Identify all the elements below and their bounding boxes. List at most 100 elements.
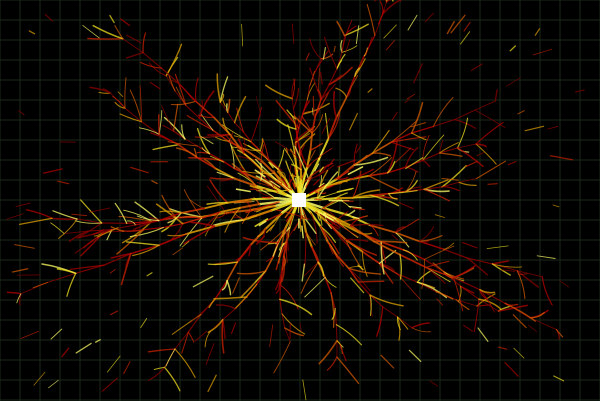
particle-trail	[460, 31, 471, 45]
particle-trail	[357, 264, 364, 271]
particle-trail	[61, 347, 70, 358]
particle-trail	[425, 266, 446, 285]
particle-trail	[333, 91, 338, 119]
particle-trail	[254, 218, 269, 228]
particle-trail	[466, 257, 489, 276]
particle-trail	[232, 277, 240, 294]
particle-trail	[238, 203, 261, 209]
particle-trail	[269, 324, 274, 348]
particle-trail	[317, 261, 325, 277]
particle-trail	[294, 166, 297, 175]
particle-trail	[397, 273, 421, 301]
particle-trail	[416, 281, 448, 299]
particle-trail	[399, 254, 402, 280]
emitter-source[interactable]	[292, 193, 306, 207]
particle-trail	[328, 68, 338, 86]
particle-trail	[347, 166, 364, 175]
particle-trail	[396, 316, 401, 331]
particle-trail	[312, 96, 315, 117]
particle-trail	[301, 225, 304, 239]
particle-trail	[336, 255, 347, 266]
particle-trail	[380, 241, 405, 251]
particle-trail	[28, 30, 36, 35]
particle-trail	[227, 132, 233, 142]
particle-trail	[254, 169, 266, 178]
particle-trail	[369, 294, 372, 316]
particle-trail	[504, 302, 519, 306]
particle-trail	[18, 110, 25, 116]
particle-trail	[441, 164, 467, 188]
particle-trail	[452, 265, 476, 279]
particle-trail	[277, 149, 285, 170]
particle-trail	[255, 158, 282, 185]
particle-trail	[132, 244, 160, 257]
particle-trail	[395, 147, 412, 163]
particle-trail	[497, 304, 528, 312]
particle-trail	[249, 227, 267, 247]
particle-trail	[109, 268, 116, 274]
particle-trail	[339, 344, 347, 362]
particle-trail	[43, 168, 63, 174]
particle-trail	[270, 180, 281, 188]
particle-trail	[183, 225, 216, 245]
particle-trail	[394, 231, 410, 248]
particle-trail	[281, 171, 286, 180]
particle-trail	[318, 182, 325, 188]
particle-trail	[330, 292, 335, 328]
particle-trail	[119, 113, 143, 123]
particle-trail	[163, 366, 181, 392]
particle-trail	[381, 0, 400, 16]
particle-trail	[421, 258, 425, 289]
particle-trail	[553, 375, 565, 382]
particle-trail	[302, 102, 330, 115]
particle-trail	[200, 211, 222, 219]
particle-trail	[455, 299, 478, 307]
particle-trail	[204, 211, 221, 237]
particle-trail	[119, 18, 131, 27]
particle-trail	[109, 310, 119, 316]
particle-trail	[194, 134, 231, 138]
particle-trail	[528, 324, 537, 332]
particle-trail	[298, 145, 308, 168]
particle-trail	[74, 220, 103, 224]
particle-trail	[536, 255, 556, 259]
particle-trail	[233, 95, 247, 124]
particle-trail	[80, 199, 103, 224]
particle-trail	[322, 213, 334, 221]
particle-trail	[171, 314, 202, 335]
particle-trail	[189, 308, 206, 324]
particle-trail	[299, 179, 302, 193]
particle-trail	[386, 166, 407, 174]
particle-trail	[75, 342, 92, 354]
particle-trail	[291, 163, 302, 171]
particle-trail	[450, 14, 466, 34]
particle-trail	[274, 141, 301, 160]
particle-trail	[436, 298, 444, 306]
particle-trail	[378, 262, 395, 271]
particle-trail	[170, 100, 197, 106]
particle-trail	[435, 291, 454, 300]
particle-trail	[390, 136, 427, 143]
particle-trail	[195, 156, 217, 170]
particle-trail	[330, 211, 349, 227]
particle-trail	[529, 311, 545, 319]
particle-trail	[276, 118, 297, 130]
particle-trail	[213, 296, 248, 300]
particle-trail	[355, 145, 362, 154]
particle-trail	[139, 127, 160, 135]
particle-trail	[335, 87, 348, 98]
particle-trail	[279, 298, 283, 315]
particle-trail	[198, 90, 215, 119]
particle-trail	[124, 107, 142, 123]
particle-trail	[443, 242, 455, 250]
particle-trail	[336, 159, 356, 168]
particle-trail	[224, 207, 241, 233]
particle-trail	[324, 276, 332, 294]
particle-trail	[334, 170, 350, 180]
particle-trail	[285, 147, 289, 155]
particle-trail	[158, 233, 187, 247]
particle-trail	[250, 141, 261, 152]
particle-trail	[249, 185, 263, 191]
particle-trail	[66, 272, 77, 297]
